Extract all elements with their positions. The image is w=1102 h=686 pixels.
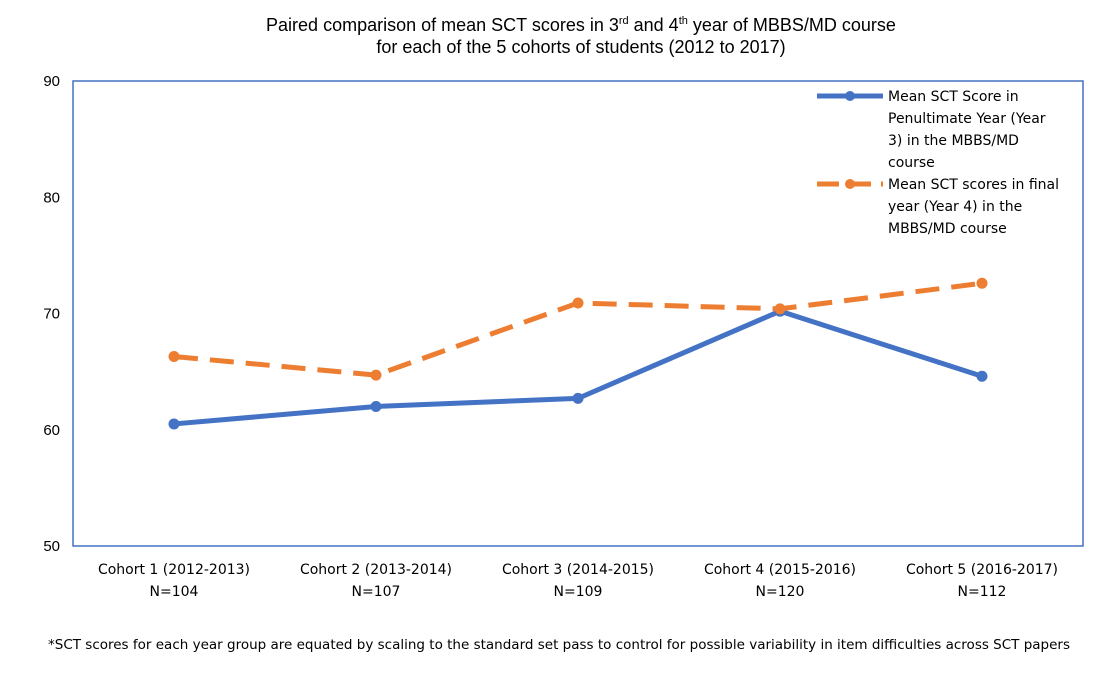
x-category-count: N=120	[756, 584, 805, 600]
legend-swatch-marker-2	[845, 179, 855, 189]
legend-label: Mean SCT Score in	[888, 89, 1019, 105]
x-category-label: Cohort 5 (2016-2017)	[906, 562, 1058, 578]
x-category-count: N=109	[554, 584, 603, 600]
legend-label: 3) in the MBBS/MD	[888, 133, 1019, 149]
series-line-2	[173, 280, 983, 378]
x-category-count: N=112	[958, 584, 1007, 600]
legend-label: course	[888, 155, 935, 171]
x-category-label: Cohort 4 (2015-2016)	[704, 562, 856, 578]
y-tick-label: 60	[43, 422, 60, 439]
plot-area-border	[72, 80, 1084, 547]
series-2-point	[976, 277, 988, 289]
series-2-point	[774, 303, 786, 315]
chart-title-line-1: Paired comparison of mean SCT scores in …	[0, 10, 1102, 36]
legend: Mean SCT Score in Penultimate Year (Year 3…	[817, 89, 1059, 237]
legend-label: Mean SCT scores in final	[888, 177, 1059, 193]
x-category-count: N=104	[150, 584, 199, 600]
legend-label: Penultimate Year (Year	[888, 111, 1046, 127]
x-category-label: Cohort 3 (2014-2015)	[502, 562, 654, 578]
title-text-1: Paired comparison of mean SCT scores in …	[266, 15, 619, 35]
title-text-3: year of MBBS/MD course	[687, 15, 896, 35]
footnote: *SCT scores for each year group are equa…	[48, 637, 1071, 653]
y-tick-label: 50	[43, 538, 60, 555]
series-layer	[168, 277, 988, 430]
title-superscript-2: th	[678, 15, 688, 27]
y-axis-ticks: 50 60 70 80 90	[43, 73, 60, 555]
x-category-label: Cohort 1 (2012-2013)	[98, 562, 250, 578]
chart-title-line-2: for each of the 5 cohorts of students (2…	[376, 37, 786, 57]
chart-title: Paired comparison of mean SCT scores in …	[0, 10, 1102, 58]
series-1-point	[168, 418, 180, 430]
legend-label: MBBS/MD course	[888, 221, 1007, 237]
series-1-point	[572, 392, 584, 404]
title-text-2: and 4	[628, 15, 679, 35]
x-axis-categories: Cohort 1 (2012-2013) N=104 Cohort 2 (2013-…	[98, 562, 1058, 600]
x-category-count: N=107	[352, 584, 401, 600]
x-category-label: Cohort 2 (2013-2014)	[300, 562, 452, 578]
y-tick-label: 80	[43, 189, 60, 206]
series-1-point	[370, 401, 382, 412]
series-1-point	[976, 370, 988, 382]
series-2-point	[168, 351, 180, 363]
title-superscript-1: rd	[618, 15, 629, 27]
series-2-point	[572, 297, 584, 309]
y-tick-label: 70	[43, 306, 60, 323]
legend-label: year (Year 4) in the	[888, 199, 1022, 215]
legend-swatch-marker-1	[845, 91, 855, 101]
series-2-point	[370, 369, 382, 381]
y-tick-label: 90	[43, 73, 60, 90]
